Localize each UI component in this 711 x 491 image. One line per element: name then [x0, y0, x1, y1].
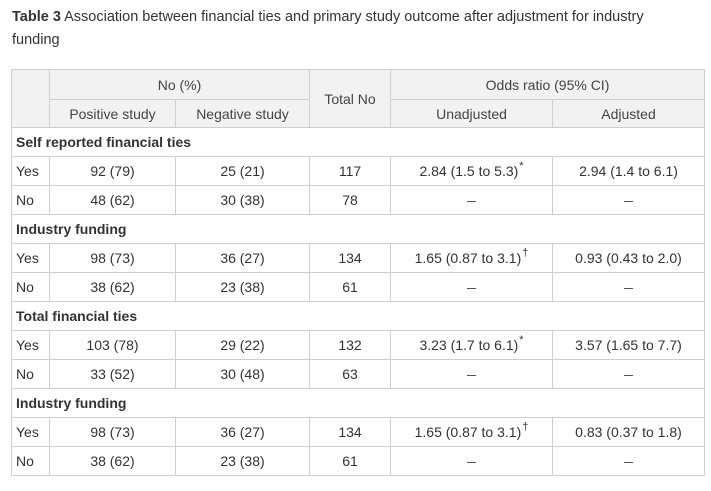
footnote-marker: †: [522, 421, 529, 433]
table-caption: Table 3 Association between financial ti…: [12, 6, 692, 52]
dash-placeholder: [467, 374, 476, 376]
dash-placeholder: [467, 200, 476, 202]
table-label: Table 3: [12, 9, 61, 25]
cell-total: 61: [309, 446, 391, 476]
section-row: Total financial ties: [11, 301, 705, 331]
cell-negative: 36 (27): [175, 417, 310, 447]
table-body: Self reported financial ties Yes 92 (79) 25…: [11, 127, 705, 476]
header-unadjusted: Unadjusted: [390, 99, 553, 128]
section-title: Industry funding: [11, 388, 705, 418]
dash-placeholder: [624, 461, 633, 463]
row-label: Yes: [11, 243, 50, 273]
cell-positive: 98 (73): [49, 417, 176, 447]
table-row: Yes 103 (78) 29 (22) 132 3.23 (1.7 to 6.1)* 3…: [11, 330, 705, 360]
cell-negative: 36 (27): [175, 243, 310, 273]
cell-adjusted: 2.94 (1.4 to 6.1): [552, 156, 705, 186]
row-label: Yes: [11, 156, 50, 186]
cell-unadjusted: [390, 446, 553, 476]
unadjusted-value: 2.84 (1.5 to 5.3): [419, 163, 519, 179]
cell-adjusted: [552, 359, 705, 389]
header-negative: Negative study: [175, 99, 310, 128]
cell-unadjusted: 1.65 (0.87 to 3.1)†: [390, 243, 553, 273]
row-label: No: [11, 446, 50, 476]
corner-header-cell: [11, 69, 50, 128]
dash-placeholder: [467, 287, 476, 289]
cell-positive: 33 (52): [49, 359, 176, 389]
cell-negative: 23 (38): [175, 446, 310, 476]
dash-placeholder: [624, 200, 633, 202]
footnote-marker: *: [519, 334, 524, 346]
section-title: Industry funding: [11, 214, 705, 244]
row-label: Yes: [11, 330, 50, 360]
row-label: No: [11, 185, 50, 215]
header-positive: Positive study: [49, 99, 176, 128]
unadjusted-value: 1.65 (0.87 to 3.1): [414, 250, 522, 266]
cell-total: 63: [309, 359, 391, 389]
section-row: Industry funding: [11, 214, 705, 244]
cell-total: 132: [309, 330, 391, 360]
cell-unadjusted: [390, 359, 553, 389]
cell-negative: 30 (38): [175, 185, 310, 215]
cell-total: 117: [309, 156, 391, 186]
cell-positive: 92 (79): [49, 156, 176, 186]
row-label: No: [11, 359, 50, 389]
table-row: No 33 (52) 30 (48) 63: [11, 359, 705, 389]
data-table: No (%) Total No Odds ratio (95% CI) Posi…: [11, 69, 705, 476]
cell-positive: 103 (78): [49, 330, 176, 360]
header-total: Total No: [309, 69, 391, 128]
cell-negative: 23 (38): [175, 272, 310, 302]
row-label: Yes: [11, 417, 50, 447]
cell-adjusted: 0.83 (0.37 to 1.8): [552, 417, 705, 447]
cell-positive: 48 (62): [49, 185, 176, 215]
cell-unadjusted: 1.65 (0.87 to 3.1)†: [390, 417, 553, 447]
footnote-marker: †: [522, 247, 529, 259]
cell-unadjusted: 3.23 (1.7 to 6.1)*: [390, 330, 553, 360]
section-row: Industry funding: [11, 388, 705, 418]
cell-adjusted: 3.57 (1.65 to 7.7): [552, 330, 705, 360]
table-row: No 48 (62) 30 (38) 78: [11, 185, 705, 215]
section-row: Self reported financial ties: [11, 127, 705, 157]
header-odds-ratio: Odds ratio (95% CI): [390, 69, 705, 100]
cell-positive: 38 (62): [49, 272, 176, 302]
cell-negative: 29 (22): [175, 330, 310, 360]
footnote-marker: *: [519, 160, 524, 172]
table-row: No 38 (62) 23 (38) 61: [11, 272, 705, 302]
table-row: Yes 98 (73) 36 (27) 134 1.65 (0.87 to 3.1)† 0…: [11, 417, 705, 447]
section-title: Total financial ties: [11, 301, 705, 331]
table-caption-text: Association between financial ties and p…: [12, 9, 644, 48]
cell-unadjusted: [390, 272, 553, 302]
cell-adjusted: 0.93 (0.43 to 2.0): [552, 243, 705, 273]
cell-positive: 38 (62): [49, 446, 176, 476]
cell-total: 134: [309, 243, 391, 273]
header-adjusted: Adjusted: [552, 99, 705, 128]
cell-positive: 98 (73): [49, 243, 176, 273]
table-row: Yes 98 (73) 36 (27) 134 1.65 (0.87 to 3.1)† 0…: [11, 243, 705, 273]
dash-placeholder: [467, 461, 476, 463]
cell-negative: 25 (21): [175, 156, 310, 186]
cell-adjusted: [552, 185, 705, 215]
cell-unadjusted: 2.84 (1.5 to 5.3)*: [390, 156, 553, 186]
table-row: Yes 92 (79) 25 (21) 117 2.84 (1.5 to 5.3)* 2.…: [11, 156, 705, 186]
cell-unadjusted: [390, 185, 553, 215]
cell-total: 78: [309, 185, 391, 215]
cell-adjusted: [552, 446, 705, 476]
dash-placeholder: [624, 287, 633, 289]
header-no-pct: No (%): [49, 69, 310, 100]
section-title: Self reported financial ties: [11, 127, 705, 157]
unadjusted-value: 3.23 (1.7 to 6.1): [419, 337, 519, 353]
dash-placeholder: [624, 374, 633, 376]
row-label: No: [11, 272, 50, 302]
unadjusted-value: 1.65 (0.87 to 3.1): [414, 424, 522, 440]
table-row: No 38 (62) 23 (38) 61: [11, 446, 705, 476]
cell-negative: 30 (48): [175, 359, 310, 389]
cell-total: 61: [309, 272, 391, 302]
cell-total: 134: [309, 417, 391, 447]
cell-adjusted: [552, 272, 705, 302]
